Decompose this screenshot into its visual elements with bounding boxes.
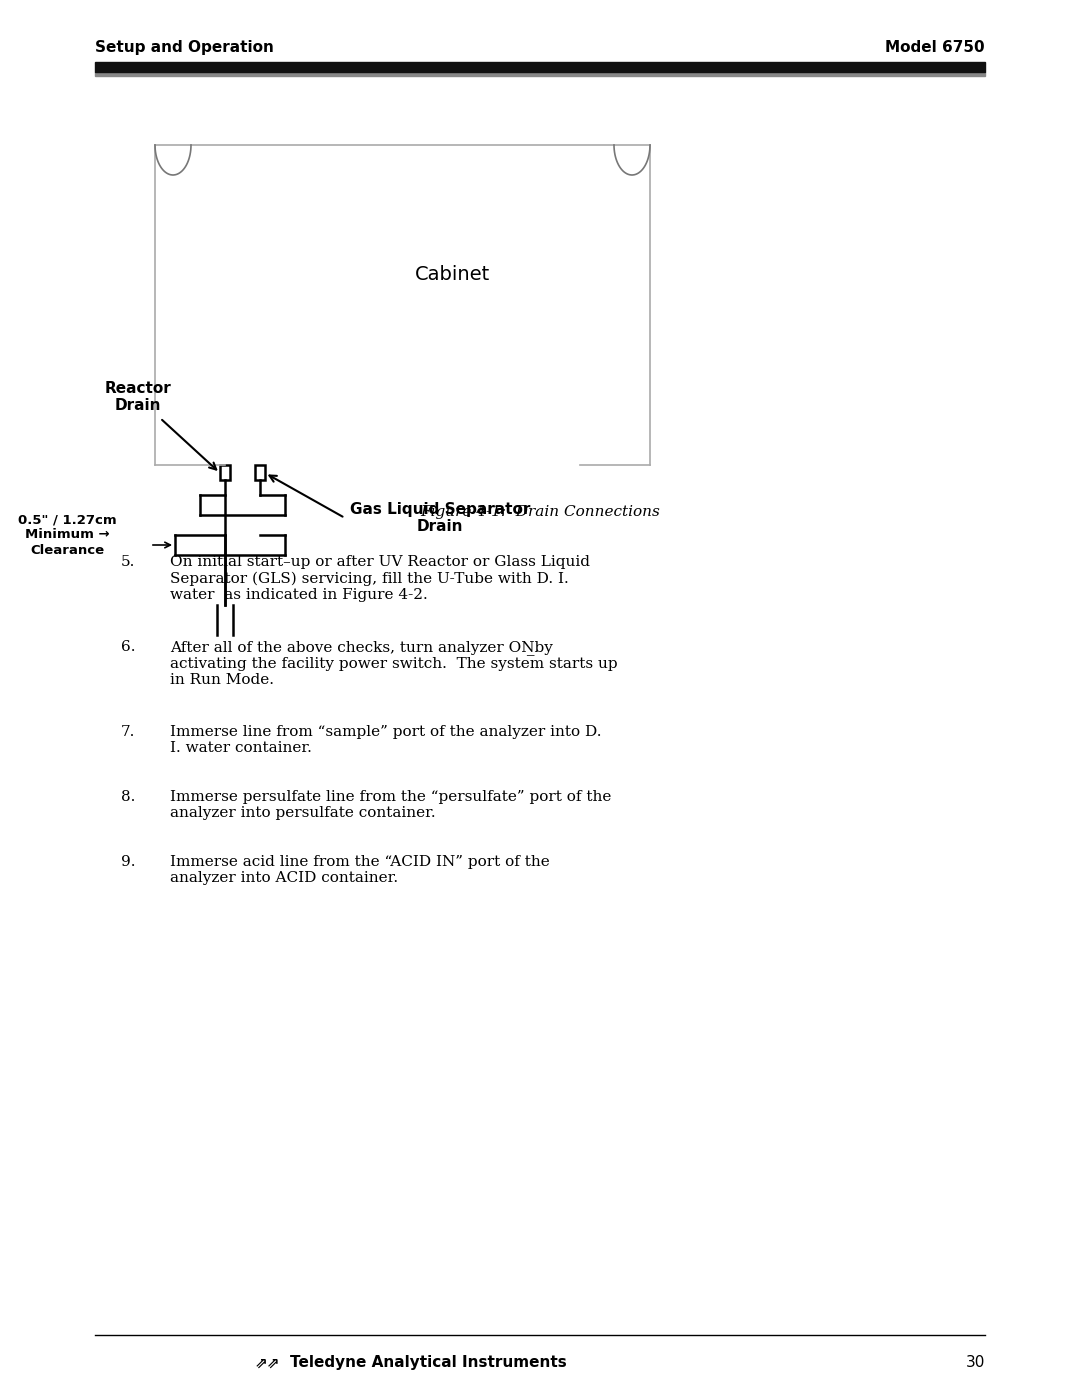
Text: 5.: 5. [121, 555, 135, 569]
Text: Figure 4-1:  Drain Connections: Figure 4-1: Drain Connections [420, 504, 660, 520]
Text: 9.: 9. [121, 855, 135, 869]
Bar [95, 61, 985, 73]
Text: 7.: 7. [121, 725, 135, 739]
Text: Reactor
Drain: Reactor Drain [105, 380, 172, 414]
Text: On initial start–up or after UV Reactor or Glass Liquid
Separator (GLS) servicin: On initial start–up or after UV Reactor … [170, 555, 590, 602]
Text: Gas Liquid Separator
Drain: Gas Liquid Separator Drain [350, 502, 530, 534]
Text: 8.: 8. [121, 789, 135, 805]
Text: Cabinet: Cabinet [415, 265, 490, 285]
Text: Model 6750: Model 6750 [886, 41, 985, 54]
Text: Teledyne Analytical Instruments: Teledyne Analytical Instruments [291, 1355, 567, 1370]
Bar [255, 465, 265, 481]
Text: Setup and Operation: Setup and Operation [95, 41, 274, 54]
Bar [220, 465, 230, 481]
Text: 30: 30 [966, 1355, 985, 1370]
Text: Immerse acid line from the “ACID IN” port of the
analyzer into ACID container.: Immerse acid line from the “ACID IN” por… [170, 855, 550, 886]
Text: 6.: 6. [121, 640, 135, 654]
Text: ⇗⇗: ⇗⇗ [255, 1355, 280, 1370]
Text: Immerse line from “sample” port of the analyzer into D.
I. water container.: Immerse line from “sample” port of the a… [170, 725, 602, 756]
Text: 0.5" / 1.27cm
Minimum →
Clearance: 0.5" / 1.27cm Minimum → Clearance [18, 514, 117, 556]
Text: Immerse persulfate line from the “persulfate” port of the
analyzer into persulfa: Immerse persulfate line from the “persul… [170, 789, 611, 820]
Text: After all of the above checks, turn analyzer ON̲by
activating the facility power: After all of the above checks, turn anal… [170, 640, 618, 687]
Bar [95, 73, 985, 75]
